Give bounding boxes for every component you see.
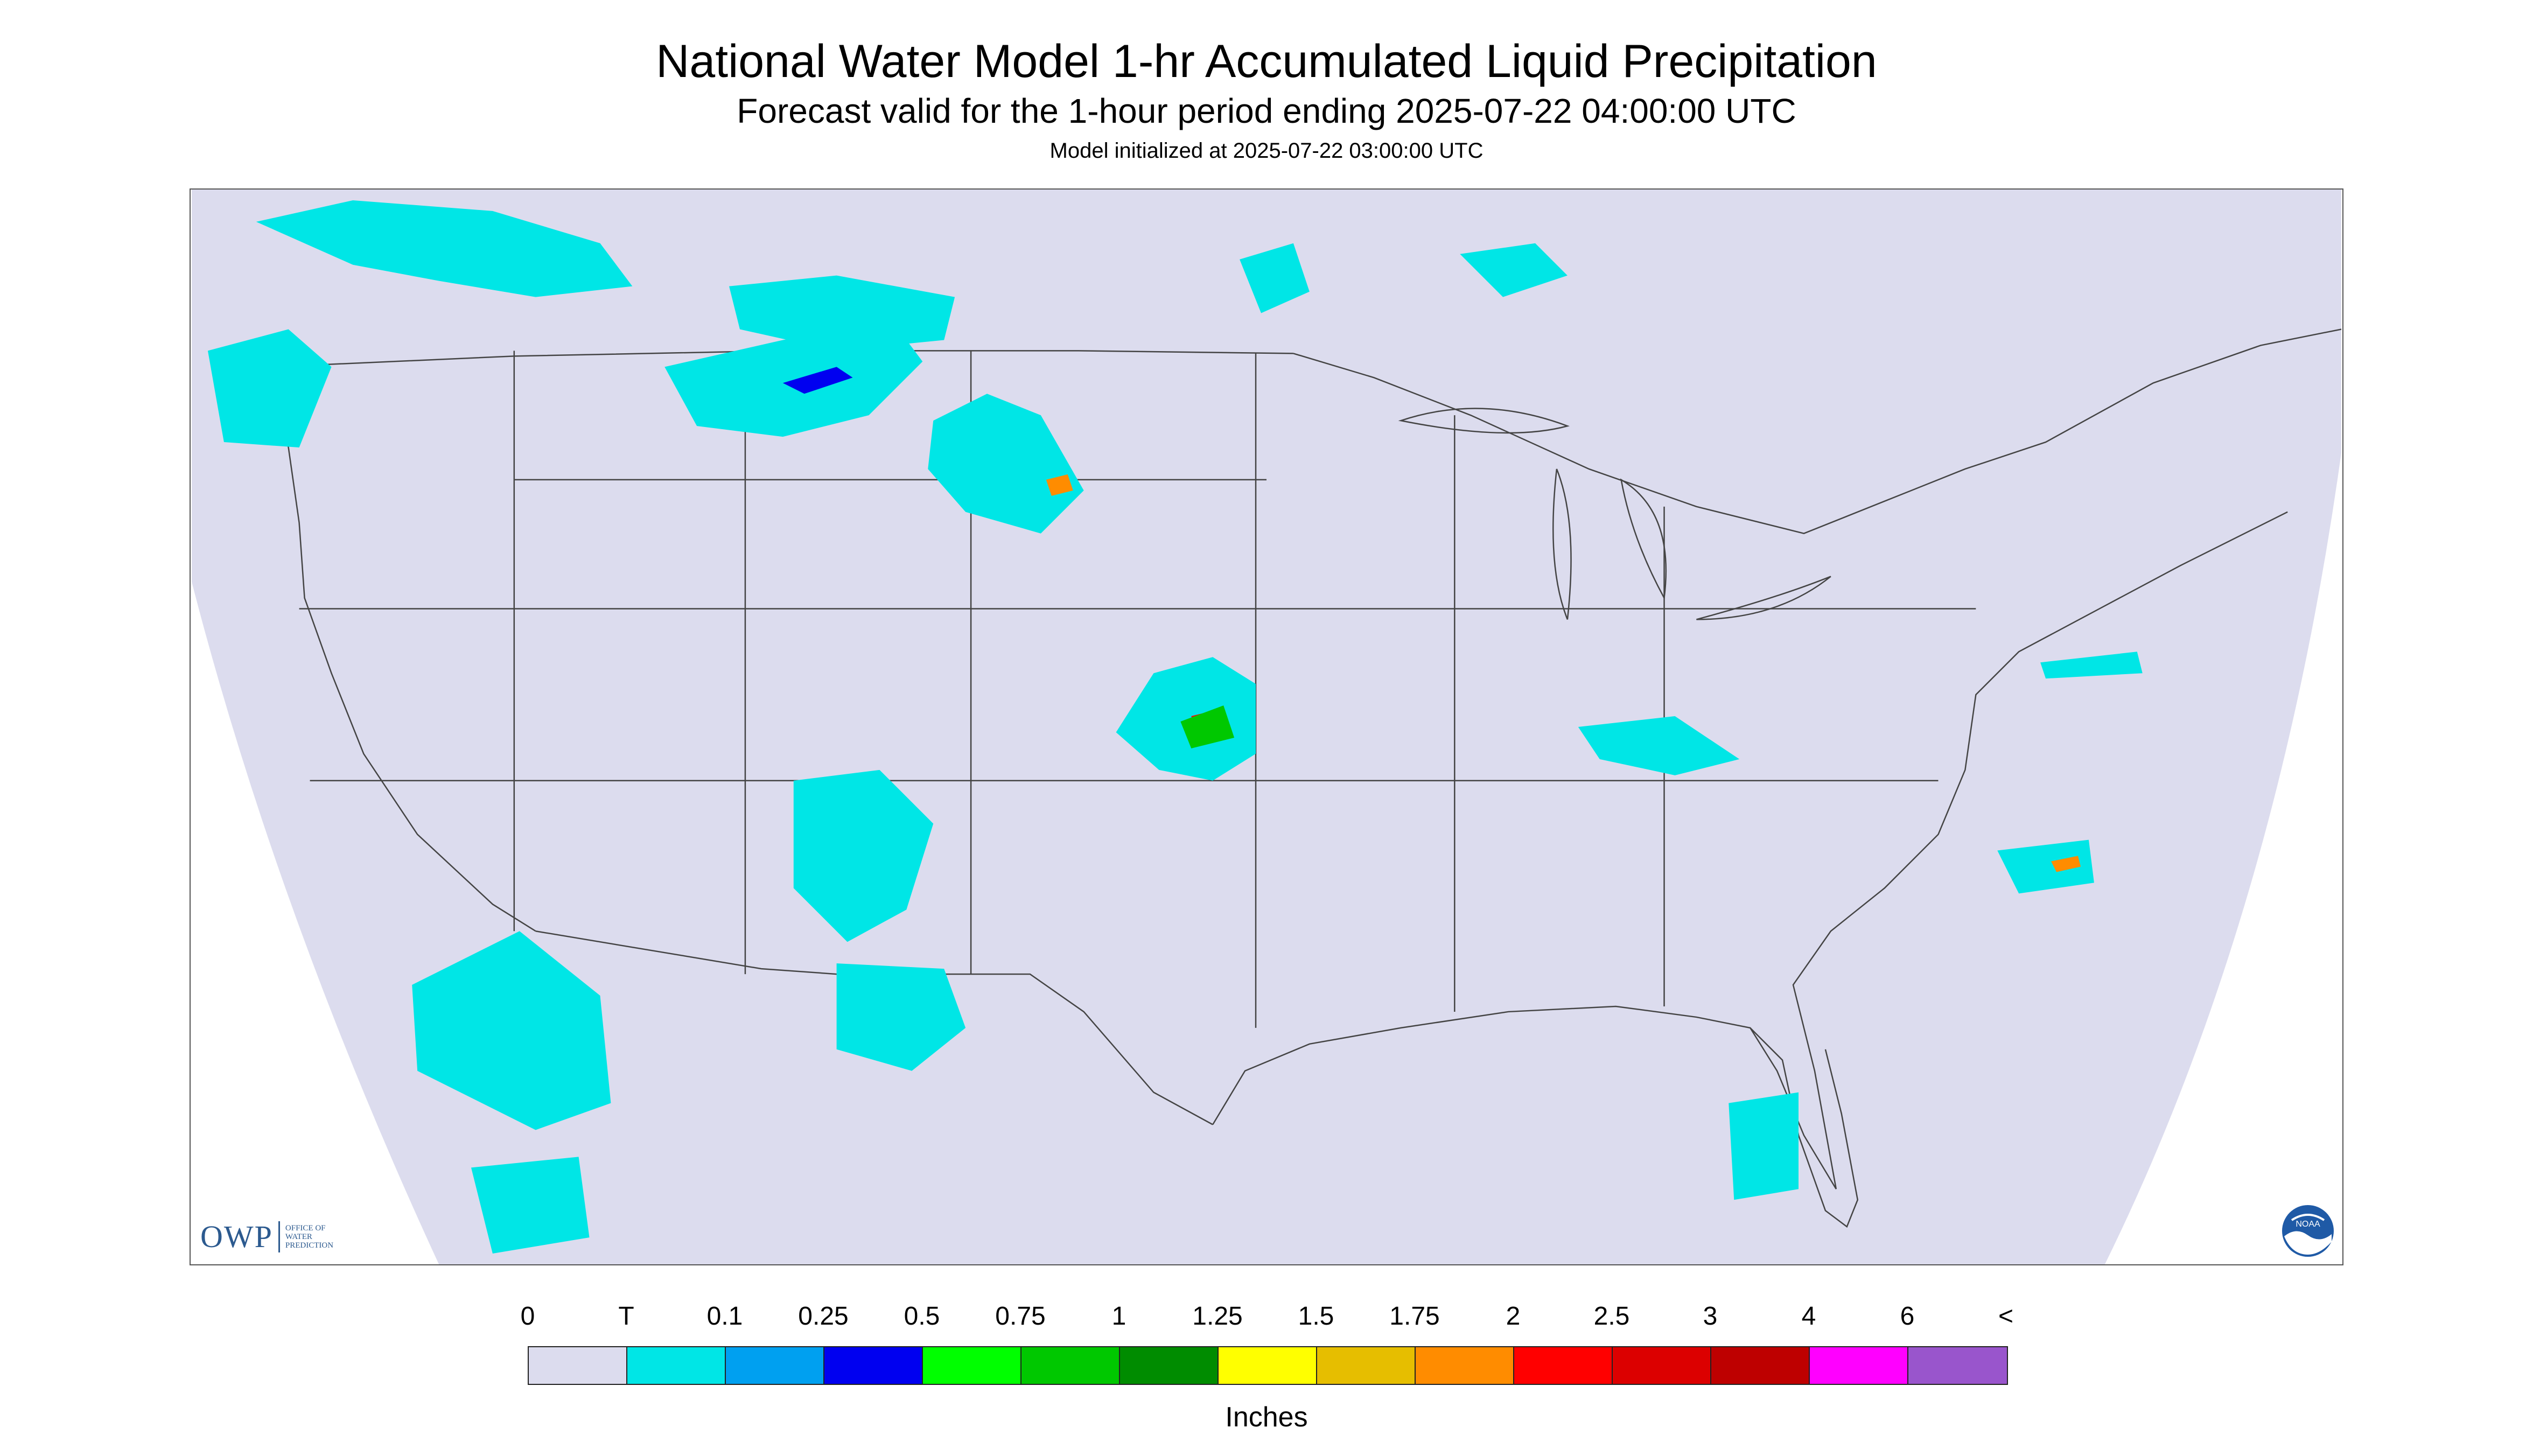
lake-michigan — [1552, 468, 1572, 620]
legend-labels: 0 T 0.1 0.25 0.5 0.75 1 1.25 1.5 1.75 2 2.5 3 4 6 < — [521, 1300, 2013, 1333]
precip-cell-offshore-core — [2051, 856, 2081, 872]
legend-label: 1.5 — [1298, 1302, 1334, 1331]
legend-swatch — [1317, 1347, 1416, 1384]
legend-label: 1.75 — [1389, 1302, 1440, 1331]
lake-superior — [1398, 408, 1570, 434]
precip-area-ontario — [1240, 243, 1310, 313]
legend-label: 0.75 — [995, 1302, 1046, 1331]
lake-erie — [1696, 576, 1831, 620]
precip-area-pnw — [207, 329, 332, 448]
page-title: National Water Model 1-hr Accumulated Li… — [656, 36, 1877, 87]
owp-logo-name: OFFICE OF WATER PREDICTION — [285, 1224, 333, 1250]
legend-label: 3 — [1703, 1302, 1718, 1331]
owp-logo-divider — [278, 1221, 280, 1252]
legend-swatch — [1810, 1347, 1908, 1384]
legend-label: 4 — [1801, 1302, 1816, 1331]
owp-name-line: OFFICE OF — [285, 1223, 326, 1233]
florida-peninsula — [1750, 1027, 1859, 1228]
precip-area-florida-south — [1729, 1092, 1799, 1200]
precip-area-dakotas — [928, 394, 1084, 534]
legend-label: 0.25 — [798, 1302, 849, 1331]
map-canvas — [192, 190, 2342, 1264]
precip-area-quebec — [1460, 243, 1568, 297]
us-mexico-border — [535, 930, 1213, 1125]
precip-cell-blue-montana — [782, 367, 853, 394]
precip-area-kentucky — [1578, 716, 1740, 775]
precip-area-north-central — [729, 275, 955, 351]
legend-swatch — [1514, 1347, 1613, 1384]
precipitation-map: OWP OFFICE OF WATER PREDICTION NOAA — [190, 188, 2343, 1265]
precip-area-atlantic-offshore — [1997, 839, 2094, 894]
legend-color-bar — [528, 1346, 2008, 1385]
legend-swatch — [1021, 1347, 1120, 1384]
legend-label: T — [618, 1302, 634, 1331]
legend-label: 6 — [1900, 1302, 1915, 1331]
legend-swatch — [726, 1347, 824, 1384]
owp-logo: OWP OFFICE OF WATER PREDICTION — [200, 1219, 333, 1255]
pacific-coastline — [271, 367, 536, 932]
owp-logo-mark: OWP — [200, 1219, 273, 1254]
legend-swatch — [1416, 1347, 1514, 1384]
legend-swatch — [529, 1347, 627, 1384]
legend-swatch — [1908, 1347, 2007, 1384]
legend-swatch — [1219, 1347, 1317, 1384]
precip-area-mexico-west — [412, 931, 611, 1130]
owp-name-line: PREDICTION — [285, 1241, 334, 1250]
legend-label: 0 — [520, 1302, 535, 1331]
legend-label: 1 — [1111, 1302, 1126, 1331]
precip-area-northwest — [256, 200, 633, 297]
owp-name-line: WATER — [285, 1232, 312, 1241]
atlantic-coastline — [1792, 511, 2288, 1189]
model-init-note: Model initialized at 2025-07-22 03:00:00… — [1049, 139, 1484, 163]
lake-huron — [1620, 478, 1667, 600]
precip-cell-kansas-green — [1180, 705, 1235, 748]
legend-swatch — [923, 1347, 1021, 1384]
legend-swatch — [1613, 1347, 1711, 1384]
legend-label: < — [1998, 1302, 2014, 1331]
noaa-logo: NOAA — [2282, 1205, 2334, 1257]
legend-swatch — [627, 1347, 726, 1384]
legend-swatch — [824, 1347, 923, 1384]
legend-label: 1.25 — [1192, 1302, 1243, 1331]
precip-area-kansas — [1116, 657, 1256, 781]
precip-area-baja-south — [471, 1157, 590, 1254]
legend-swatch — [1120, 1347, 1219, 1384]
precip-cell-dakota-core — [1046, 474, 1073, 496]
legend-label: 0.5 — [904, 1302, 940, 1331]
legend-units: Inches — [1225, 1402, 1308, 1433]
legend-label: 0.1 — [706, 1302, 743, 1331]
precip-area-mexico-central — [836, 963, 966, 1071]
noaa-logo-text: NOAA — [2296, 1220, 2320, 1229]
legend-swatch — [1711, 1347, 1810, 1384]
gulf-coastline — [1212, 1005, 1837, 1189]
forecast-valid-subtitle: Forecast valid for the 1-hour period end… — [737, 92, 1796, 130]
precip-area-southwest — [793, 769, 934, 942]
map-domain — [192, 190, 2341, 1264]
legend-label: 2 — [1506, 1302, 1521, 1331]
precip-area-new-jersey-offshore — [2040, 652, 2143, 679]
legend-label: 2.5 — [1593, 1302, 1630, 1331]
